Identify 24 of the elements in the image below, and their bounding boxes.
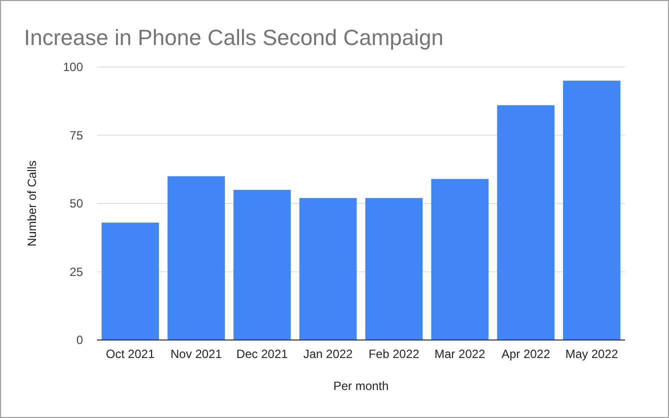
x-tick-label: May 2022 — [565, 347, 618, 361]
y-tick-label: 100 — [62, 60, 84, 74]
chart-title: Increase in Phone Calls Second Campaign — [24, 25, 444, 50]
bar — [365, 198, 423, 340]
bar — [102, 222, 159, 340]
bar — [299, 198, 357, 340]
x-axis-title: Per month — [333, 379, 389, 393]
bar — [563, 80, 620, 340]
y-tick-label: 0 — [76, 333, 84, 348]
x-tick-label: Jan 2022 — [303, 347, 354, 361]
y-tick-label: 75 — [70, 128, 84, 142]
y-tick-label: 25 — [70, 264, 84, 279]
x-tick-label: Oct 2021 — [106, 347, 155, 361]
bar — [168, 176, 225, 340]
bar — [497, 105, 554, 340]
y-axis-title: Number of Calls — [25, 160, 39, 247]
x-tick-label: Dec 2021 — [236, 347, 288, 361]
bar — [431, 178, 489, 340]
x-tick-label: Apr 2022 — [501, 347, 550, 361]
x-tick-label: Mar 2022 — [434, 347, 486, 361]
x-tick-label: Feb 2022 — [368, 347, 420, 361]
y-tick-label: 50 — [70, 196, 84, 211]
x-tick-label: Nov 2021 — [170, 347, 222, 361]
bar — [233, 190, 291, 340]
